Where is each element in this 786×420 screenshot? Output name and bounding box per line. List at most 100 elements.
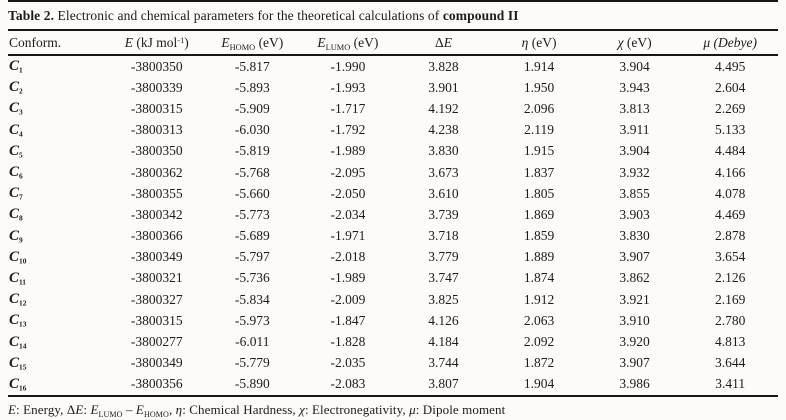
text-segment: (eV)	[623, 34, 652, 50]
conformer-index: 12	[19, 298, 27, 308]
conformer-label: C9	[8, 226, 109, 247]
value-cell-energy: -3800339	[130, 79, 183, 95]
value-cell-e-lumo: -2.050	[330, 185, 366, 201]
value-cell-chi: 3.904	[619, 58, 650, 74]
conformer-symbol: C	[9, 206, 20, 223]
conformer-symbol: C	[9, 227, 20, 244]
value-cell-chi: 3.920	[619, 334, 650, 350]
conformer-label: C13	[8, 310, 109, 331]
text-segment: χ	[299, 402, 305, 417]
value-cell-mu: 2.604	[715, 79, 746, 95]
value-cell-mu: 4.484	[715, 143, 746, 159]
value-cell-e-homo: -5.890	[234, 376, 270, 392]
table-row: C9 -3800366 -5.689 -1.971 3.718 1.859 3.830 2.8…	[8, 226, 778, 247]
value-cell-e-lumo: -1.989	[330, 143, 366, 159]
text-segment: Table 2.	[8, 8, 55, 23]
value-cell-mu: 4.166	[715, 164, 746, 180]
value-cell-delta-e: 3.747	[428, 270, 459, 286]
value-cell-eta: 2.092	[523, 334, 555, 350]
value-cell-e-lumo: -2.083	[330, 376, 366, 392]
table-row: C3 -3800315 -5.909 -1.717 4.192 2.096 3.813 2.2…	[8, 98, 778, 119]
conformer-label: C2	[8, 77, 109, 98]
value-cell-mu: 4.813	[715, 334, 746, 350]
value-cell-e-homo: -5.973	[234, 312, 270, 328]
conformer-label: C11	[8, 268, 109, 289]
value-cell-chi: 3.932	[619, 164, 650, 180]
value-cell-e-homo: -5.819	[234, 143, 270, 159]
value-cell-delta-e: 4.238	[428, 122, 459, 138]
value-cell-energy: -3800356	[130, 376, 183, 392]
value-cell-energy: -3800350	[130, 143, 183, 159]
text-segment: )	[184, 34, 189, 50]
conformer-label: C4	[8, 120, 109, 141]
table-row: C15 -3800349 -5.779 -2.035 3.744 1.872 3.907 3.…	[8, 353, 778, 374]
text-segment: (eV)	[255, 34, 284, 50]
value-cell-mu: 4.078	[715, 185, 746, 201]
value-cell-e-homo: -6.030	[234, 122, 270, 138]
value-cell-mu: 2.126	[715, 270, 746, 286]
conformer-symbol: C	[9, 121, 20, 138]
table-header: Conform. E (kJ mol-1) EHOMO (eV) ELUMO (eV)…	[8, 31, 778, 55]
value-cell-chi: 3.903	[619, 206, 650, 222]
value-cell-chi: 3.911	[619, 122, 650, 138]
conformer-index: 11	[19, 277, 27, 287]
conformer-symbol: C	[9, 312, 20, 329]
conformer-label: C6	[8, 162, 109, 183]
value-cell-e-homo: -5.768	[234, 164, 270, 180]
value-cell-mu: 4.495	[715, 58, 746, 74]
column-header-chi: χ (eV)	[587, 31, 683, 55]
table-footnote: E: Energy, ΔE: ELUMO – EHOMO, η: Chemica…	[8, 397, 778, 418]
conformer-label: C16	[8, 374, 109, 396]
value-cell-e-lumo: -1.717	[330, 100, 366, 116]
value-cell-energy: -3800315	[130, 312, 183, 328]
conformer-index: 3	[19, 108, 23, 118]
text-segment: –	[122, 402, 136, 417]
value-cell-chi: 3.907	[619, 355, 650, 371]
conformer-index: 2	[19, 86, 23, 96]
table-row: C5 -3800350 -5.819 -1.989 3.830 1.915 3.904 4.4…	[8, 141, 778, 162]
table-body: C1 -3800350 -5.817 -1.990 3.828 1.914 3.904 4.4…	[8, 55, 778, 396]
value-cell-delta-e: 4.184	[428, 334, 459, 350]
conformer-label: C1	[8, 55, 109, 77]
value-cell-delta-e: 3.901	[428, 79, 459, 95]
value-cell-chi: 3.855	[619, 185, 650, 201]
value-cell-eta: 1.837	[523, 164, 555, 180]
value-cell-e-homo: -5.893	[234, 79, 270, 95]
conformer-index: 13	[19, 319, 27, 329]
column-header-e-homo: EHOMO (eV)	[205, 31, 301, 55]
text-segment: HOMO	[143, 409, 169, 419]
value-cell-mu: 3.411	[715, 376, 746, 392]
text-segment: E	[443, 34, 452, 50]
text-segment: E	[90, 402, 99, 417]
value-cell-delta-e: 3.673	[428, 164, 459, 180]
value-cell-energy: -3800313	[130, 122, 183, 138]
text-segment: (kJ mol	[133, 34, 178, 50]
value-cell-e-homo: -5.689	[234, 228, 270, 244]
value-cell-delta-e: 4.126	[428, 312, 459, 328]
conformer-symbol: C	[9, 375, 20, 392]
value-cell-chi: 3.830	[619, 228, 650, 244]
text-segment: (eV)	[528, 34, 557, 50]
text-segment: : Electronegativity,	[304, 402, 410, 417]
value-cell-delta-e: 4.192	[428, 100, 459, 116]
text-segment: Δ	[435, 34, 444, 50]
value-cell-energy: -3800277	[130, 334, 183, 350]
value-cell-energy: -3800342	[130, 206, 183, 222]
conformer-symbol: C	[9, 185, 20, 202]
value-cell-mu: 2.878	[715, 228, 746, 244]
value-cell-eta: 1.950	[523, 79, 555, 95]
value-cell-e-homo: -5.773	[234, 206, 270, 222]
conformer-label: C7	[8, 183, 109, 204]
conformer-label: C14	[8, 331, 109, 352]
value-cell-delta-e: 3.718	[428, 228, 459, 244]
value-cell-energy: -3800366	[130, 228, 183, 244]
value-cell-energy: -3800349	[130, 355, 183, 371]
value-cell-chi: 3.986	[619, 376, 650, 392]
text-segment: E	[124, 34, 134, 50]
text-segment: E	[317, 34, 326, 50]
value-cell-delta-e: 3.744	[428, 355, 459, 371]
column-header-conform: Conform.	[8, 31, 109, 55]
value-cell-energy: -3800349	[130, 249, 183, 265]
value-cell-e-homo: -5.779	[234, 355, 270, 371]
value-cell-mu: 3.654	[715, 249, 746, 265]
